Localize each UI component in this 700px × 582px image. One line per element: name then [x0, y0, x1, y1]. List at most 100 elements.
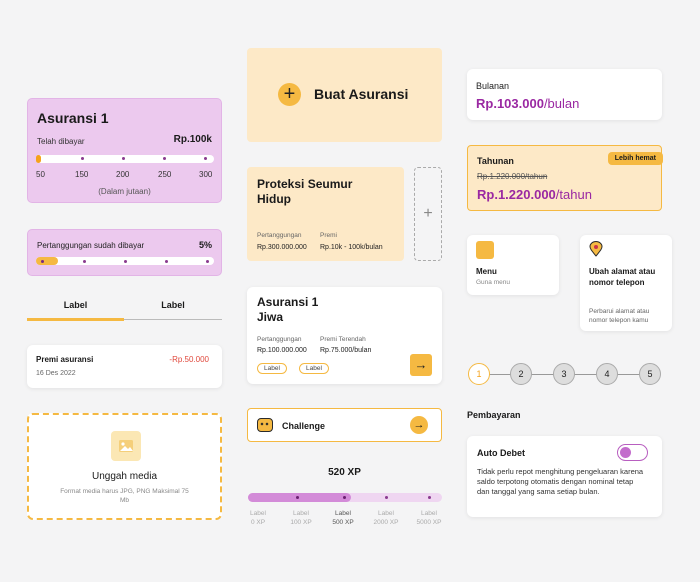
challenge-button[interactable]: Challenge →	[247, 408, 442, 442]
premium-transaction-row[interactable]: Premi asuransi 16 Des 2022 -Rp.50.000	[27, 345, 222, 388]
progress-dot	[206, 260, 209, 263]
tab-first[interactable]: Label	[63, 300, 88, 310]
progress-dot	[83, 260, 86, 263]
coverage-value: Rp.100.000.000	[257, 347, 307, 354]
xp-level-value: 5000 XP	[416, 519, 442, 526]
step-5[interactable]: 5	[639, 363, 661, 385]
auto-debit-toggle[interactable]	[617, 444, 648, 461]
create-insurance-label: Buat Asuransi	[314, 86, 409, 102]
menu-title: Menu	[476, 267, 497, 276]
insurance-progress-card[interactable]: Asuransi 1 Telah dibayar Rp.100k 50 150 …	[27, 98, 222, 203]
arrow-right-icon[interactable]: →	[410, 354, 432, 376]
coverage-progress-card[interactable]: Pertanggungan sudah dibayar 5%	[27, 229, 222, 276]
step-2[interactable]: 2	[510, 363, 532, 385]
plan-chip: Label	[257, 363, 287, 374]
xp-level-label: Label	[335, 510, 351, 517]
plan-chip: Label	[299, 363, 329, 374]
menu-icon	[476, 241, 494, 259]
progress-dot	[428, 496, 431, 499]
step-3[interactable]: 3	[553, 363, 575, 385]
plan-period-label: Bulanan	[476, 81, 510, 91]
xp-level-label: Label	[421, 510, 437, 517]
premium-label: Premi	[320, 232, 337, 239]
auto-debit-description: Tidak perlu repot menghitung pengeluaran…	[477, 467, 644, 496]
arrow-right-icon: →	[410, 416, 428, 434]
life-insurance-card[interactable]: Asuransi 1 Jiwa Pertanggungan Rp.100.000…	[247, 287, 442, 384]
xp-progress-fill	[248, 493, 351, 502]
plus-icon: +	[278, 83, 301, 106]
paid-label: Telah dibayar	[37, 137, 85, 146]
progress-tick: 200	[116, 170, 130, 179]
progress-dot	[296, 496, 299, 499]
transaction-amount: -Rp.50.000	[169, 355, 209, 364]
upload-media-dropzone[interactable]: Unggah media Format media harus JPG, PNG…	[27, 413, 222, 520]
progress-tick: 150	[75, 170, 89, 179]
xp-level-value: 100 XP	[290, 519, 312, 526]
insurance-progress-track	[36, 155, 214, 163]
transaction-date: 16 Des 2022	[36, 370, 76, 377]
plus-icon: +	[423, 205, 433, 222]
premium-label: Premi Terendah	[320, 336, 366, 343]
progress-dot	[41, 260, 44, 263]
toggle-knob	[620, 447, 631, 458]
xp-total: 520 XP	[328, 467, 361, 478]
progress-dot	[385, 496, 388, 499]
plan-price: Rp.1.220.000/tahun	[477, 187, 592, 202]
progress-dot	[343, 496, 346, 499]
premium-value: Rp.10k - 100k/bulan	[320, 244, 383, 251]
paid-amount: Rp.100k	[173, 134, 212, 145]
original-price: Rp.1.220.000/tahun	[477, 172, 548, 181]
upload-hint: Format media harus JPG, PNG Maksimal 75 …	[60, 488, 189, 504]
change-address-tile[interactable]: Ubah alamat atau nomor telepon Perbarui …	[580, 235, 672, 331]
coverage-label: Pertanggungan sudah dibayar	[37, 241, 145, 250]
payment-heading: Pembayaran	[467, 410, 521, 420]
coverage-percent: 5%	[198, 240, 212, 250]
coverage-progress-fill	[36, 257, 58, 265]
progress-dot	[165, 260, 168, 263]
insurance-title: Asuransi 1	[37, 110, 109, 126]
coverage-label: Pertanggungan	[257, 232, 302, 239]
create-insurance-button[interactable]: + Buat Asuransi	[247, 48, 442, 142]
progress-tick: 300	[199, 170, 213, 179]
plan-title: Asuransi 1 Jiwa	[257, 295, 319, 324]
tab-second[interactable]: Label	[161, 300, 185, 310]
xp-level-value: 0 XP	[250, 519, 266, 526]
challenge-label: Challenge	[282, 421, 326, 431]
coverage-value: Rp.300.000.000	[257, 244, 307, 251]
yearly-plan-option[interactable]: Tahunan Rp.1.220.000/tahun Rp.1.220.000/…	[467, 145, 663, 211]
location-pin-icon	[589, 241, 603, 257]
progress-dot	[204, 157, 207, 160]
tile-title: Ubah alamat atau nomor telepon	[589, 267, 656, 287]
plan-title: Proteksi Seumur Hidup	[257, 177, 353, 206]
plan-price: Rp.103.000/bulan	[476, 96, 580, 111]
transaction-title: Premi asuransi	[36, 355, 94, 364]
add-plan-button[interactable]: +	[414, 167, 442, 261]
xp-level-label: Label	[250, 510, 266, 517]
xp-level-label: Label	[293, 510, 309, 517]
premium-value: Rp.75.000/bulan	[320, 347, 372, 354]
progress-tick: 250	[158, 170, 172, 179]
auto-debit-label: Auto Debet	[477, 448, 525, 458]
tab-divider	[27, 319, 222, 320]
menu-subtitle: Guna menu	[476, 279, 510, 286]
progress-dot	[81, 157, 84, 160]
menu-tile[interactable]: Menu Guna menu	[467, 235, 559, 295]
tab-indicator	[27, 318, 124, 321]
plan-period-label: Tahunan	[477, 156, 514, 166]
upload-title: Unggah media	[91, 471, 158, 482]
xp-level-label: Label	[378, 510, 394, 517]
tile-subtitle: Perbarui alamat atau nomor telepon kamu	[589, 308, 650, 324]
progress-dot	[122, 157, 125, 160]
xp-level-value: 500 XP	[332, 519, 354, 526]
xp-level-value: 2000 XP	[373, 519, 399, 526]
progress-dot	[163, 157, 166, 160]
savings-badge: Lebih hemat	[607, 152, 663, 165]
step-1[interactable]: 1	[468, 363, 490, 385]
insurance-progress-fill	[36, 155, 41, 163]
image-icon	[111, 431, 141, 461]
coverage-label: Pertanggungan	[257, 336, 302, 343]
protection-plan-card[interactable]: Proteksi Seumur Hidup Pertanggungan Rp.3…	[247, 167, 404, 261]
auto-debit-card: Auto Debet Tidak perlu repot menghitung …	[467, 436, 662, 517]
monthly-plan-option[interactable]: Bulanan Rp.103.000/bulan	[467, 69, 662, 120]
step-4[interactable]: 4	[596, 363, 618, 385]
